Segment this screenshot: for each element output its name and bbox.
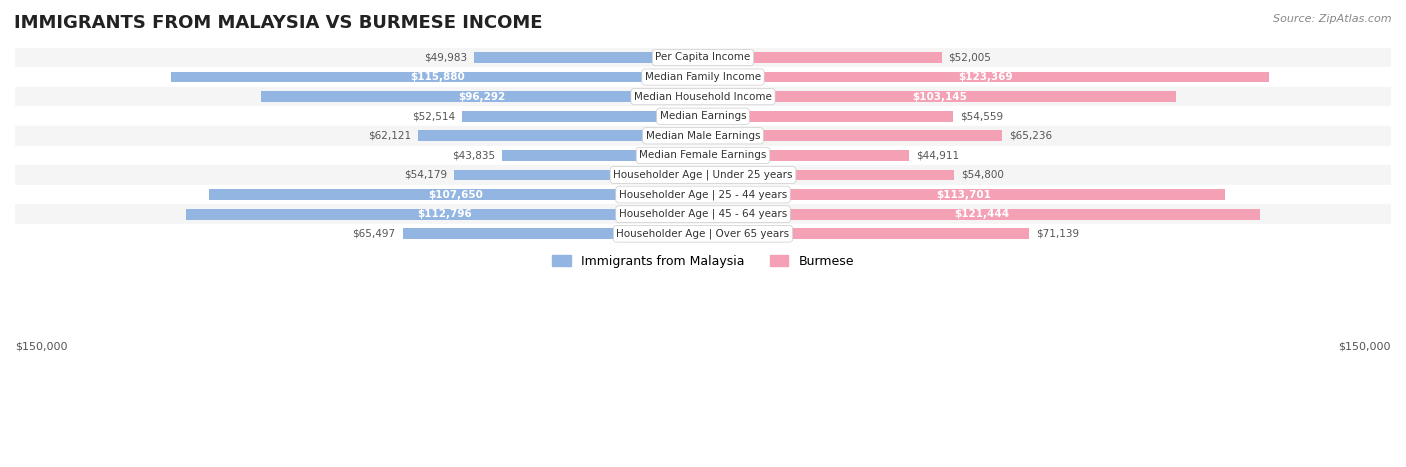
Bar: [15, 106, 1391, 126]
Text: $103,145: $103,145: [912, 92, 967, 102]
Bar: [703, 209, 1260, 219]
Text: $123,369: $123,369: [959, 72, 1014, 82]
Bar: [703, 91, 1175, 102]
Text: $65,236: $65,236: [1010, 131, 1052, 141]
Bar: [463, 111, 703, 121]
Text: $44,911: $44,911: [915, 150, 959, 160]
Text: $54,559: $54,559: [960, 111, 1004, 121]
Bar: [703, 71, 1268, 83]
Bar: [15, 67, 1391, 87]
Text: $121,444: $121,444: [953, 209, 1010, 219]
Bar: [15, 146, 1391, 165]
Bar: [418, 130, 703, 141]
Legend: Immigrants from Malaysia, Burmese: Immigrants from Malaysia, Burmese: [547, 249, 859, 273]
Text: $112,796: $112,796: [418, 209, 471, 219]
Text: $150,000: $150,000: [1339, 341, 1391, 352]
Text: $71,139: $71,139: [1036, 229, 1080, 239]
Text: $115,880: $115,880: [411, 72, 464, 82]
Text: $54,800: $54,800: [962, 170, 1004, 180]
Bar: [15, 87, 1391, 106]
Bar: [402, 228, 703, 239]
Text: $96,292: $96,292: [458, 92, 506, 102]
Bar: [15, 185, 1391, 205]
Bar: [703, 189, 1225, 200]
Text: Source: ZipAtlas.com: Source: ZipAtlas.com: [1274, 14, 1392, 24]
Bar: [186, 209, 703, 219]
Text: $113,701: $113,701: [936, 190, 991, 199]
Bar: [15, 224, 1391, 243]
Bar: [703, 52, 942, 63]
Bar: [15, 165, 1391, 185]
Text: Householder Age | Under 25 years: Householder Age | Under 25 years: [613, 170, 793, 180]
Text: Median Male Earnings: Median Male Earnings: [645, 131, 761, 141]
Bar: [15, 126, 1391, 146]
Text: $54,179: $54,179: [405, 170, 447, 180]
Text: $65,497: $65,497: [353, 229, 395, 239]
Text: $107,650: $107,650: [429, 190, 484, 199]
Text: $150,000: $150,000: [15, 341, 67, 352]
Text: Per Capita Income: Per Capita Income: [655, 52, 751, 63]
Bar: [15, 48, 1391, 67]
Bar: [703, 130, 1002, 141]
Bar: [703, 228, 1029, 239]
Bar: [454, 170, 703, 180]
Text: IMMIGRANTS FROM MALAYSIA VS BURMESE INCOME: IMMIGRANTS FROM MALAYSIA VS BURMESE INCO…: [14, 14, 543, 32]
Bar: [172, 71, 703, 83]
Text: Householder Age | 45 - 64 years: Householder Age | 45 - 64 years: [619, 209, 787, 219]
Bar: [502, 150, 703, 161]
Bar: [209, 189, 703, 200]
Text: $52,514: $52,514: [412, 111, 456, 121]
Bar: [703, 170, 955, 180]
Text: Median Female Earnings: Median Female Earnings: [640, 150, 766, 160]
Bar: [15, 205, 1391, 224]
Bar: [262, 91, 703, 102]
Text: $52,005: $52,005: [949, 52, 991, 63]
Text: Median Earnings: Median Earnings: [659, 111, 747, 121]
Bar: [474, 52, 703, 63]
Text: Median Household Income: Median Household Income: [634, 92, 772, 102]
Text: Median Family Income: Median Family Income: [645, 72, 761, 82]
Text: $49,983: $49,983: [423, 52, 467, 63]
Text: $62,121: $62,121: [368, 131, 411, 141]
Text: $43,835: $43,835: [451, 150, 495, 160]
Bar: [703, 111, 953, 121]
Text: Householder Age | 25 - 44 years: Householder Age | 25 - 44 years: [619, 189, 787, 200]
Text: Householder Age | Over 65 years: Householder Age | Over 65 years: [616, 228, 790, 239]
Bar: [703, 150, 910, 161]
